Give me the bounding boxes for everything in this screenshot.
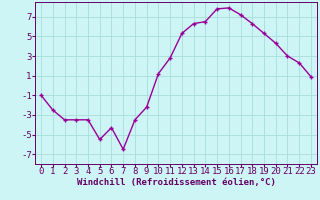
X-axis label: Windchill (Refroidissement éolien,°C): Windchill (Refroidissement éolien,°C) — [76, 178, 276, 187]
